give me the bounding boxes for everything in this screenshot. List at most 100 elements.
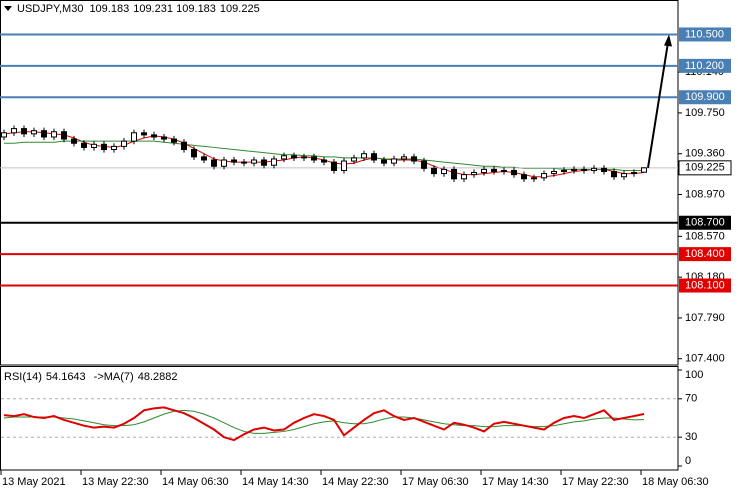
candle-body [511,169,517,176]
candle-body [171,138,177,143]
candle-body [521,174,527,180]
candle-body [601,167,607,172]
candle-body [441,168,447,175]
y-tick-label: 109.360 [685,148,725,160]
candle-body [571,168,577,171]
candle-body [51,131,57,138]
x-tick-label: 17 May 06:30 [402,476,469,488]
candle-body [301,156,307,159]
candle-body [321,159,327,163]
candle-body [121,140,127,147]
candle-body [331,161,337,171]
level-label: 108.100 [685,279,725,291]
header-close: 109.225 [220,3,260,15]
candle-body [21,128,27,135]
candle-body [491,168,497,172]
y-tick-label: 108.970 [685,188,725,200]
header-open: 109.183 [89,3,129,15]
candle-body [311,156,317,161]
candle-body [281,155,287,160]
x-tick-label: 13 May 2021 [2,476,66,488]
candle-body [631,172,637,175]
candle-body [71,138,77,144]
level-label: 109.900 [685,91,725,103]
candle-body [471,172,477,176]
candle-body [231,159,237,163]
candle-body [161,136,167,140]
level-label-box [679,278,731,293]
level-label-box [679,215,731,230]
header-high: 109.231 [133,3,173,15]
candle-body [371,153,377,161]
rsi-y-tick-label: 0 [685,455,691,467]
candle-body [561,169,567,172]
arrow-shaft [647,42,669,168]
candle-body [91,143,97,148]
candle-body [291,155,297,159]
candle-body [351,157,357,162]
candle-body [401,156,407,160]
candle-body [1,132,7,138]
candle-body [451,168,457,180]
candle-body [181,141,187,151]
candle-body [31,130,37,135]
level-label-box [679,247,731,262]
candle-body [191,149,197,158]
arrow-head [664,34,672,47]
main-panel-frame [0,0,679,366]
candle-body [111,145,117,151]
candle-body [271,158,277,166]
candle-body [391,158,397,164]
level-label: 110.500 [685,28,724,40]
candle-body [251,159,257,164]
rsi-ma-line [3,409,645,434]
rsi-line [3,406,645,442]
rsi-y-tick-label: 100 [685,369,703,381]
candle-body [421,160,427,169]
level-label: 110.200 [685,60,724,72]
candle-body [101,143,107,151]
candle-body [41,130,47,138]
y-tick-label: 108.570 [685,230,725,242]
candle-body [531,177,537,180]
y-tick-label: 109.750 [685,107,725,119]
symbol-header: USDJPY,M30 109.183 109.231 109.183 109.225 [17,3,260,15]
rsi-title: RSI(14) [4,371,42,383]
candle-body [581,168,587,171]
rsi-y-tick-label: 70 [685,393,697,405]
current-price-box [678,160,732,176]
x-tick-label: 17 May 14:30 [482,476,549,488]
level-label-box [679,90,731,105]
level-label: 108.700 [685,217,725,229]
candle-body [481,168,487,174]
candle-body [541,173,547,179]
rsi-panel-frame [0,366,679,471]
y-tick-label: 107.790 [685,312,725,324]
rsi-header: RSI(14) 54.1643 ->MA(7) 48.2882 [4,371,177,383]
candle-body [11,128,17,134]
x-tick-label: 17 May 22:30 [562,476,629,488]
level-label-box [679,27,731,42]
rsi-last: 54.1643 [46,371,86,383]
symbol-title: USDJPY,M30 [17,3,83,15]
candle-body [381,159,387,164]
candle-body [411,156,417,162]
x-tick-label: 14 May 14:30 [242,476,309,488]
candle-body [641,167,647,173]
candle-body [611,170,617,178]
candle-body [81,142,87,148]
current-price-label: 109.225 [685,162,725,174]
x-tick-label: 13 May 22:30 [82,476,149,488]
x-tick-label: 14 May 22:30 [322,476,389,488]
candle-body [501,169,507,172]
rsi-y-tick-label: 30 [685,431,697,443]
candle-body [591,167,597,171]
candle-body [431,167,437,175]
candle-body [461,174,467,180]
menu-triangle[interactable] [4,6,12,11]
candle-body [551,170,557,175]
x-tick-label: 18 May 06:30 [642,476,709,488]
